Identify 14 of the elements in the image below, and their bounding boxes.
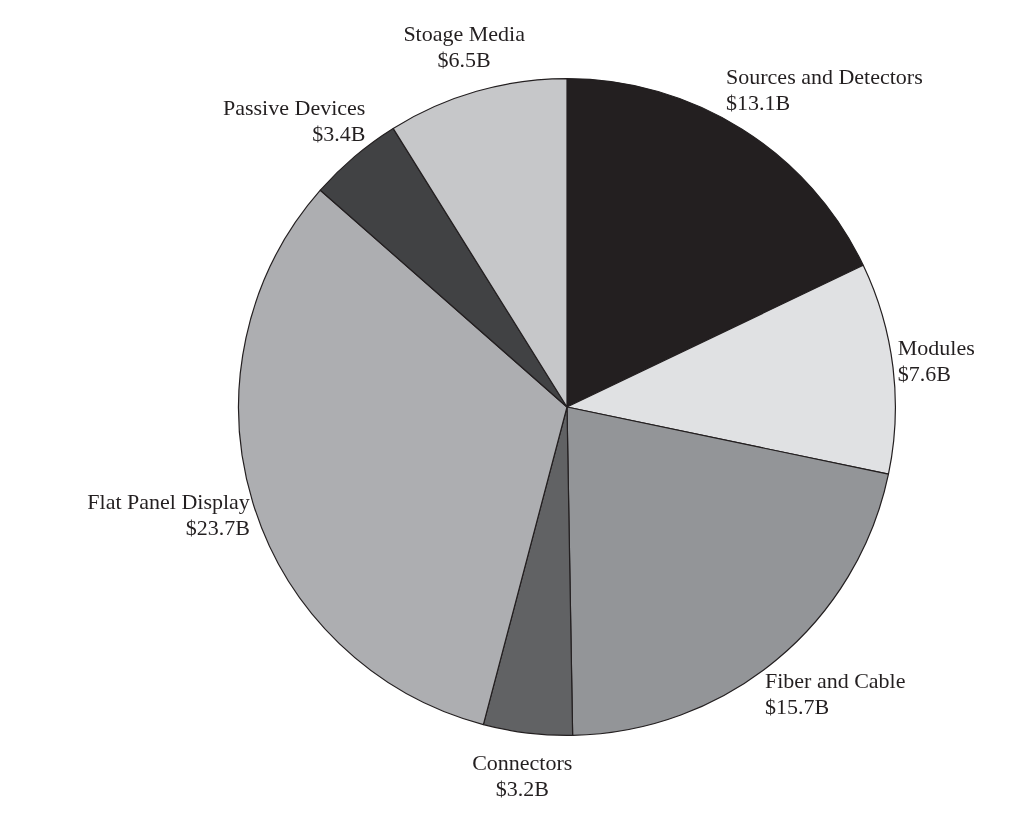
data-label: $3.4B [312,121,366,147]
data-label: $23.7B [185,514,250,540]
data-label: $3.2B [495,776,549,802]
data-label: $15.7B [764,693,830,719]
slice-label: Passive Devices [222,95,366,121]
data-label: $6.5B [437,46,491,72]
slice-label: Flat Panel Display [87,488,250,514]
data-label: $13.1B [726,89,791,115]
data-label: $7.6B [897,361,951,387]
slice-label: Sources and Detectors [726,63,923,89]
slice-label: Modules [897,335,975,361]
slice-label: Fiber and Cable [764,667,906,693]
slice-label: Stoage Media [403,20,526,46]
slice-label: Connectors [472,750,573,776]
